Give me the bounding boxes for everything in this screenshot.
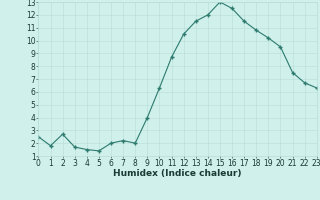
X-axis label: Humidex (Indice chaleur): Humidex (Indice chaleur) — [113, 169, 242, 178]
